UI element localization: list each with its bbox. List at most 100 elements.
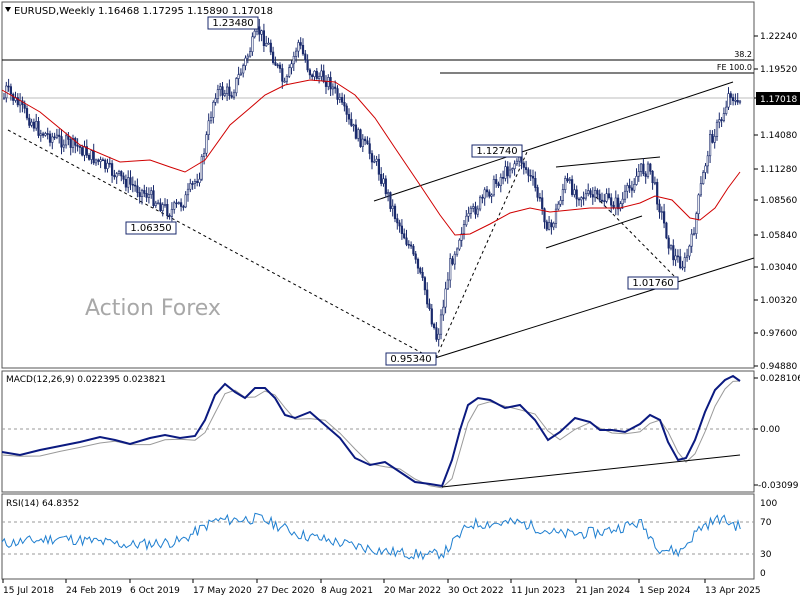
candle-body bbox=[29, 118, 31, 125]
candle-body bbox=[707, 156, 709, 166]
candle-body bbox=[247, 56, 249, 58]
candle-body bbox=[318, 77, 320, 79]
candle-body bbox=[330, 77, 332, 89]
candle-body bbox=[171, 209, 173, 216]
candle-body bbox=[387, 193, 389, 194]
candle-body bbox=[98, 160, 100, 162]
candle-body bbox=[380, 174, 382, 183]
candle-body bbox=[222, 87, 224, 96]
candle-body bbox=[173, 203, 175, 210]
candle-body bbox=[714, 136, 716, 142]
rsi-title: RSI(14) 64.8352 bbox=[6, 499, 79, 509]
pivot-label-low-2025: 1.01760 bbox=[628, 277, 678, 289]
candle-body bbox=[716, 122, 718, 136]
pivot-label-high-2021: 1.23480 bbox=[208, 17, 258, 29]
x-tick-label: 20 Mar 2022 bbox=[384, 586, 441, 596]
candle-body bbox=[376, 159, 378, 161]
candle-body bbox=[150, 191, 152, 195]
candle-body bbox=[40, 134, 42, 136]
x-tick-label: 17 May 2020 bbox=[193, 586, 252, 596]
candle-body bbox=[316, 71, 318, 78]
candle-body bbox=[337, 89, 339, 100]
candle-body bbox=[668, 238, 670, 248]
candle-body bbox=[374, 161, 376, 162]
candle-body bbox=[677, 256, 679, 257]
rsi-tick-0: 0 bbox=[760, 569, 766, 579]
candle-body bbox=[123, 176, 125, 179]
candle-body bbox=[663, 212, 665, 224]
candle-body bbox=[670, 246, 672, 249]
candle-body bbox=[270, 43, 272, 52]
candle-body bbox=[447, 280, 449, 289]
candle-body bbox=[70, 139, 72, 147]
candle-body bbox=[532, 176, 534, 178]
candle-body bbox=[229, 87, 231, 96]
candle-body bbox=[139, 193, 141, 197]
price-tick-label: 1.14080 bbox=[760, 131, 797, 141]
candle-body bbox=[107, 163, 109, 169]
candle-body bbox=[581, 198, 583, 200]
pivot-label-high-2023: 1.12740 bbox=[472, 145, 522, 157]
candle-body bbox=[346, 106, 348, 114]
candle-body bbox=[263, 31, 265, 46]
candle-body bbox=[470, 208, 472, 213]
candle-body bbox=[242, 66, 244, 73]
candle-body bbox=[721, 120, 723, 121]
candle-body bbox=[185, 195, 187, 207]
candle-body bbox=[454, 254, 456, 264]
candle-body bbox=[456, 249, 458, 254]
candle-body bbox=[415, 254, 417, 259]
candle-body bbox=[91, 151, 93, 160]
candle-body bbox=[265, 43, 267, 46]
candle-body bbox=[153, 191, 155, 206]
candle-body bbox=[325, 82, 327, 87]
candle-body bbox=[219, 87, 221, 90]
candle-body bbox=[523, 163, 525, 168]
candle-body bbox=[732, 98, 734, 101]
candle-body bbox=[413, 246, 415, 254]
candle-body bbox=[314, 71, 316, 77]
candle-body bbox=[194, 181, 196, 183]
candle-body bbox=[24, 105, 26, 109]
x-tick-label: 6 Oct 2019 bbox=[130, 586, 180, 596]
candle-body bbox=[279, 65, 281, 69]
candle-body bbox=[118, 171, 120, 173]
candle-body bbox=[183, 207, 185, 208]
price-tick-label: 0.97600 bbox=[760, 329, 797, 339]
candle-body bbox=[622, 199, 624, 204]
candle-body bbox=[348, 114, 350, 119]
candle-body bbox=[268, 43, 270, 44]
candle-body bbox=[472, 207, 474, 209]
watermark-text: Action Forex bbox=[85, 296, 221, 321]
candle-body bbox=[449, 259, 451, 280]
candle-body bbox=[684, 258, 686, 268]
rsi-panel bbox=[2, 494, 754, 579]
candle-body bbox=[339, 97, 341, 99]
candle-body bbox=[615, 198, 617, 208]
candle-body bbox=[401, 226, 403, 234]
candle-body bbox=[201, 157, 203, 180]
candle-body bbox=[321, 71, 323, 77]
candle-body bbox=[298, 43, 300, 52]
candle-body bbox=[134, 185, 136, 186]
candle-body bbox=[65, 136, 67, 145]
candle-body bbox=[226, 87, 228, 94]
candle-body bbox=[371, 154, 373, 163]
candle-body bbox=[562, 190, 564, 201]
candle-body bbox=[252, 37, 254, 52]
candle-body bbox=[394, 206, 396, 219]
candle-body bbox=[661, 212, 663, 213]
candle-body bbox=[606, 194, 608, 202]
candle-body bbox=[643, 164, 645, 174]
candle-body bbox=[236, 79, 238, 93]
candle-body bbox=[691, 234, 693, 246]
candle-body bbox=[277, 65, 279, 66]
candle-body bbox=[463, 225, 465, 234]
candle-body bbox=[698, 195, 700, 214]
candle-body bbox=[392, 206, 394, 209]
candle-body bbox=[408, 244, 410, 245]
candle-body bbox=[35, 121, 37, 128]
candle-body bbox=[52, 137, 54, 143]
pivot-label-text: 1.23480 bbox=[212, 18, 253, 29]
candle-body bbox=[569, 180, 571, 181]
